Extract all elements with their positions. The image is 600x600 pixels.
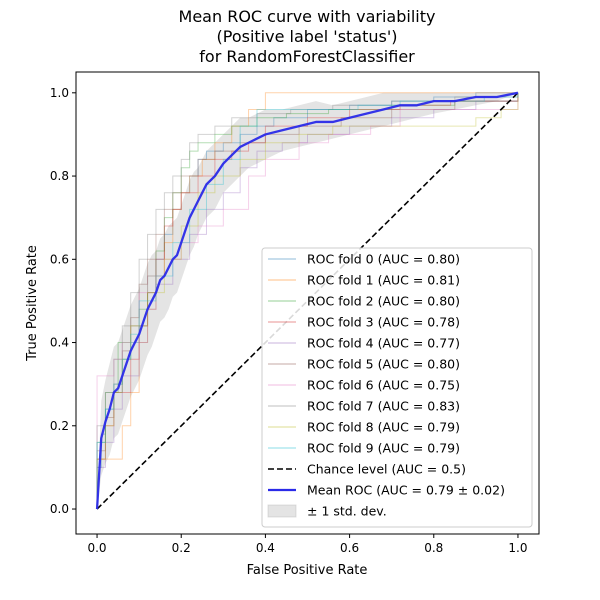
fold-7-line: [96, 92, 519, 510]
mean-roc-line: [95, 91, 519, 510]
legend-entry-fold-5: ROC fold 5 (AUC = 0.80): [268, 357, 460, 372]
legend-entry-fold-6: ROC fold 6 (AUC = 0.75): [268, 378, 460, 393]
fold-5-line: [96, 92, 519, 510]
y-tick-label: 0.6: [50, 252, 69, 266]
y-axis-ticks: 0.0 0.2 0.4 0.6 0.8 1.0: [50, 86, 76, 516]
x-axis-ticks: 0.0 0.2 0.4 0.6 0.8 1.0: [87, 534, 528, 555]
legend-label: Chance level (AUC = 0.5): [307, 462, 466, 477]
legend-entry-fold-2: ROC fold 2 (AUC = 0.80): [268, 294, 460, 309]
fold-3-line: [96, 92, 519, 510]
chart-title-line-3: for RandomForestClassifier: [199, 47, 415, 66]
legend-entry-fold-7: ROC fold 7 (AUC = 0.83): [268, 399, 460, 414]
chart-title-line-1: Mean ROC curve with variability: [179, 7, 436, 26]
fold-4-line: [96, 92, 519, 510]
legend-entry-mean: Mean ROC (AUC = 0.79 ± 0.02): [268, 483, 505, 498]
x-axis-label: False Positive Rate: [247, 563, 368, 578]
y-axis-label: True Positive Rate: [25, 245, 40, 362]
legend-box: [261, 247, 533, 528]
legend-label: ROC fold 3 (AUC = 0.78): [307, 315, 460, 330]
legend-label: ROC fold 9 (AUC = 0.79): [307, 441, 460, 456]
legend-entry-fold-0: ROC fold 0 (AUC = 0.80): [268, 252, 460, 267]
std-band: [97, 92, 518, 510]
legend-label: ROC fold 7 (AUC = 0.83): [307, 399, 460, 414]
x-tick-label: 0.8: [424, 541, 443, 555]
x-tick-label: 0.2: [172, 541, 191, 555]
legend-entry-fold-4: ROC fold 4 (AUC = 0.77): [268, 336, 460, 351]
fold-2-line: [96, 92, 519, 510]
legend: ROC fold 0 (AUC = 0.80) ROC fold 1 (AUC =…: [261, 247, 533, 528]
fold-6-line: [96, 92, 519, 510]
x-tick-label: 1.0: [508, 541, 527, 555]
x-tick-label: 0.4: [256, 541, 275, 555]
legend-entry-chance: Chance level (AUC = 0.5): [268, 462, 466, 477]
legend-label: ROC fold 5 (AUC = 0.80): [307, 357, 460, 372]
legend-label: ROC fold 6 (AUC = 0.75): [307, 378, 460, 393]
x-tick-label: 0.0: [87, 541, 106, 555]
legend-label: ROC fold 8 (AUC = 0.79): [307, 420, 460, 435]
legend-label: Mean ROC (AUC = 0.79 ± 0.02): [307, 483, 505, 498]
legend-label: ROC fold 0 (AUC = 0.80): [307, 252, 460, 267]
chart-title-line-2: (Positive label 'status'): [217, 27, 398, 46]
plot-frame: [75, 71, 540, 535]
legend-label: ROC fold 4 (AUC = 0.77): [307, 336, 460, 351]
legend-label: ± 1 std. dev.: [307, 504, 387, 519]
y-tick-label: 0.0: [50, 502, 69, 516]
legend-label: ROC fold 1 (AUC = 0.81): [307, 273, 460, 288]
legend-swatch: [267, 504, 297, 518]
fold-1-line: [96, 92, 518, 510]
y-tick-label: 0.8: [50, 169, 69, 183]
y-tick-label: 0.4: [50, 336, 69, 350]
legend-entry-fold-9: ROC fold 9 (AUC = 0.79): [268, 441, 460, 456]
legend-entry-fold-8: ROC fold 8 (AUC = 0.79): [268, 420, 460, 435]
legend-entry-fold-1: ROC fold 1 (AUC = 0.81): [268, 273, 460, 288]
y-tick-label: 1.0: [50, 86, 69, 100]
fold-8-line: [96, 92, 519, 510]
chart-title: Mean ROC curve with variability (Positiv…: [179, 7, 436, 66]
legend-label: ROC fold 2 (AUC = 0.80): [307, 294, 460, 309]
plot-area: [95, 91, 519, 510]
legend-entry-fold-3: ROC fold 3 (AUC = 0.78): [268, 315, 460, 330]
y-tick-label: 0.2: [50, 419, 69, 433]
x-tick-label: 0.6: [340, 541, 359, 555]
fold-0-line: [96, 92, 518, 510]
legend-entry-band: ± 1 std. dev.: [267, 504, 387, 519]
